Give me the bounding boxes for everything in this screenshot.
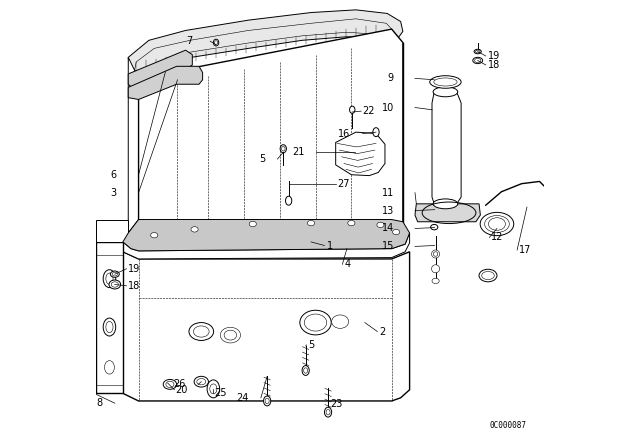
Text: 21: 21 [292,147,305,157]
Ellipse shape [264,396,271,406]
Text: 15: 15 [381,241,394,251]
Text: 23: 23 [330,399,342,409]
Polygon shape [123,252,410,401]
Ellipse shape [207,380,220,398]
Text: 27: 27 [337,179,349,189]
Text: 4: 4 [344,259,351,269]
Ellipse shape [480,212,514,236]
Ellipse shape [433,199,458,209]
Text: 3: 3 [110,188,116,198]
Ellipse shape [479,269,497,282]
Ellipse shape [163,379,177,389]
Ellipse shape [332,315,349,328]
Text: 12: 12 [491,233,504,242]
Polygon shape [96,242,123,393]
Polygon shape [128,66,203,99]
Ellipse shape [430,76,461,88]
Polygon shape [123,233,410,259]
Ellipse shape [392,229,400,235]
Polygon shape [335,132,385,176]
Ellipse shape [249,221,257,227]
Text: 16: 16 [338,129,351,138]
Text: 1: 1 [326,241,333,250]
Text: 18: 18 [488,60,500,70]
Ellipse shape [191,227,198,232]
Ellipse shape [150,233,158,238]
Ellipse shape [103,318,116,336]
Ellipse shape [473,57,483,64]
Text: 18: 18 [128,281,141,291]
Text: 19: 19 [128,264,141,274]
Ellipse shape [307,220,315,226]
Polygon shape [128,57,138,233]
Text: 9: 9 [388,73,394,83]
Polygon shape [123,220,410,251]
Ellipse shape [324,407,332,417]
Ellipse shape [103,270,116,288]
Text: 7: 7 [186,36,192,46]
Ellipse shape [305,314,326,331]
Ellipse shape [432,278,439,284]
Ellipse shape [377,222,384,228]
Ellipse shape [349,106,355,113]
Text: 2: 2 [380,327,386,336]
Ellipse shape [189,323,214,340]
Polygon shape [432,92,461,204]
Text: 5: 5 [308,340,315,350]
Text: 19: 19 [488,51,500,61]
Ellipse shape [300,310,332,335]
Ellipse shape [220,327,241,343]
Ellipse shape [104,361,115,374]
Text: 6: 6 [110,170,116,180]
Text: 17: 17 [519,245,532,255]
Polygon shape [138,29,403,228]
Text: 26: 26 [173,379,186,389]
Ellipse shape [348,220,355,226]
Text: 25: 25 [214,388,227,398]
Ellipse shape [302,366,309,375]
Ellipse shape [373,128,379,137]
Text: 11: 11 [381,188,394,198]
Ellipse shape [109,280,120,289]
Ellipse shape [433,87,458,97]
Polygon shape [128,50,192,90]
Text: 13: 13 [381,206,394,215]
Ellipse shape [431,265,440,273]
Text: 24: 24 [236,393,248,403]
Text: 0C000087: 0C000087 [489,421,526,430]
Ellipse shape [193,326,209,337]
Text: 10: 10 [381,103,394,112]
Ellipse shape [110,271,119,277]
Ellipse shape [194,376,209,387]
Text: 14: 14 [381,224,394,233]
Ellipse shape [213,39,219,46]
Text: 8: 8 [96,398,102,408]
Text: 22: 22 [362,106,375,116]
Polygon shape [415,204,481,222]
Ellipse shape [431,224,438,230]
Ellipse shape [474,49,481,54]
Text: 5: 5 [259,154,266,164]
Ellipse shape [285,196,292,205]
Ellipse shape [434,78,457,86]
Text: 20: 20 [176,385,188,395]
Ellipse shape [431,250,440,258]
Ellipse shape [280,145,287,153]
Polygon shape [128,10,403,78]
Ellipse shape [484,215,509,233]
Polygon shape [96,220,128,242]
